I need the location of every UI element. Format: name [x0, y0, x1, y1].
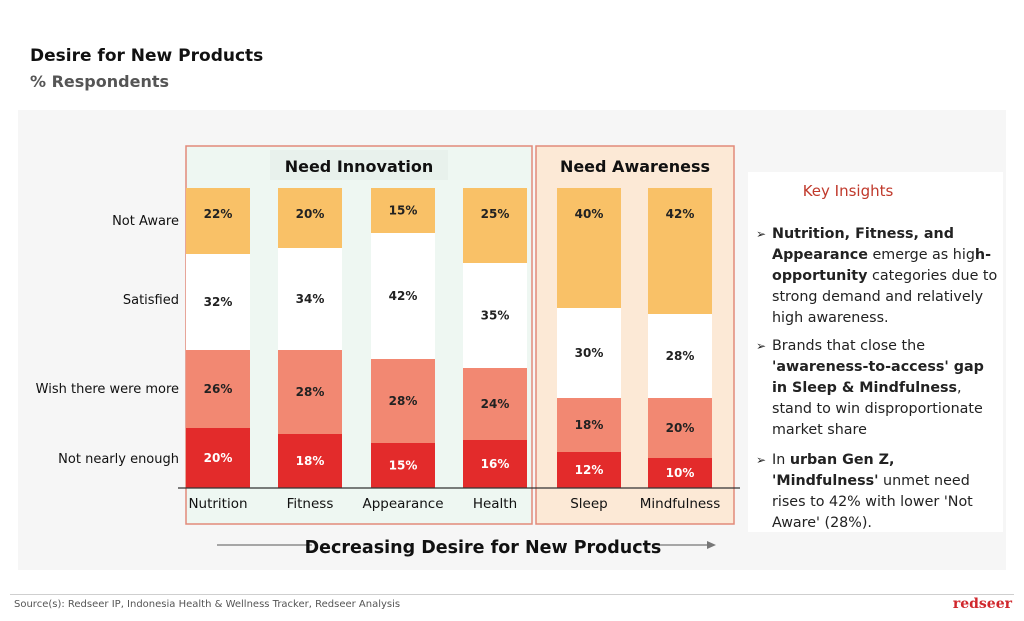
data-label: 20%: [204, 451, 233, 465]
bar-segment: [557, 308, 621, 398]
bar-segment: [186, 428, 250, 488]
bar-segment: [278, 350, 342, 434]
data-label: 20%: [296, 207, 325, 221]
x-axis-title: Decreasing Desire for New Products: [305, 538, 662, 558]
group-label: Need Innovation: [285, 157, 434, 176]
bar-segment: [557, 398, 621, 452]
x-tick-label: Nutrition: [188, 496, 247, 512]
key-insights-panel: Key Insights ➢ Nutrition, Fitness, and Ap…: [748, 172, 1003, 532]
data-label: 34%: [296, 292, 325, 306]
data-label: 10%: [666, 466, 695, 480]
bar-segment: [648, 458, 712, 488]
legend-row-label: Not Aware: [112, 214, 179, 229]
bar-segment: [463, 263, 527, 368]
bar-segment: [371, 443, 435, 488]
axis-arrowhead: [707, 541, 716, 549]
insight-text: In urban Gen Z, 'Mindfulness' unmet need…: [758, 450, 998, 534]
x-tick-label: Health: [473, 496, 517, 512]
footer-divider: [10, 594, 1014, 595]
data-label: 15%: [389, 204, 418, 218]
insight-text-part: emerge as hig: [867, 247, 975, 263]
legend-row-label: Wish there were more: [36, 382, 179, 397]
x-tick-label: Appearance: [362, 496, 443, 512]
bar-segment: [648, 398, 712, 458]
data-label: 22%: [204, 207, 233, 221]
source-note: Source(s): Redseer IP, Indonesia Health …: [14, 599, 401, 610]
chart-title: Desire for New Products: [30, 46, 264, 66]
insight-text-part: urban Gen Z, 'Mindfulness': [772, 452, 895, 489]
data-label: 28%: [296, 385, 325, 399]
bullet-arrow-icon: ➢: [756, 453, 767, 467]
legend-row-label: Not nearly enough: [58, 452, 179, 467]
insight-text-part: In: [772, 452, 790, 468]
group-label: Need Awareness: [560, 157, 710, 176]
data-label: 26%: [204, 382, 233, 396]
x-tick-label: Fitness: [287, 496, 334, 512]
data-label: 42%: [389, 289, 418, 303]
insight-item: ➢ Brands that close the 'awareness-to-acc…: [756, 336, 998, 441]
bullet-arrow-icon: ➢: [756, 227, 767, 241]
data-label: 30%: [575, 346, 604, 360]
insight-text: Nutrition, Fitness, and Appearance emerg…: [758, 224, 998, 329]
insight-text-part: Brands that close the: [772, 338, 925, 354]
data-label: 24%: [481, 397, 510, 411]
data-label: 28%: [389, 394, 418, 408]
x-tick-label: Sleep: [570, 496, 608, 512]
bar-segment: [278, 434, 342, 488]
data-label: 25%: [481, 207, 510, 221]
bar-segment: [463, 440, 527, 488]
data-label: 42%: [666, 207, 695, 221]
bar-segment: [371, 233, 435, 359]
insight-text-part: , stand to win disproportionate market s…: [772, 380, 983, 438]
data-label: 28%: [666, 349, 695, 363]
legend-row-label: Satisfied: [123, 293, 179, 308]
bar-segment: [463, 368, 527, 440]
bar-segment: [557, 188, 621, 308]
data-label: 18%: [575, 418, 604, 432]
key-insights-title: Key Insights: [802, 182, 894, 200]
bar-segment: [278, 248, 342, 350]
insight-text: Brands that close the 'awareness-to-acce…: [758, 336, 998, 441]
data-label: 32%: [204, 295, 233, 309]
bullet-arrow-icon: ➢: [756, 339, 767, 353]
bar-segment: [186, 254, 250, 350]
insight-text-part: unmet need rises to 42% with lower 'Not …: [772, 473, 973, 531]
data-label: 35%: [481, 309, 510, 323]
bar-segment: [371, 188, 435, 233]
bar-segment: [648, 188, 712, 314]
group-header-bg: [270, 150, 448, 180]
data-label: 12%: [575, 463, 604, 477]
insight-item: ➢ In urban Gen Z, 'Mindfulness' unmet nee…: [756, 450, 998, 534]
data-label: 40%: [575, 207, 604, 221]
data-label: 16%: [481, 457, 510, 471]
data-label: 18%: [296, 454, 325, 468]
insight-text-part: Nutrition, Fitness, and Appearance: [772, 226, 954, 263]
bar-segment: [186, 350, 250, 428]
bar-segment: [463, 188, 527, 263]
bar-segment: [371, 359, 435, 443]
insight-text-part: h-opportunity: [772, 247, 992, 284]
insight-text-part: 'awareness-to-access' gap in Sleep & Min…: [772, 359, 984, 396]
bar-segment: [278, 188, 342, 248]
bar-segment: [186, 188, 250, 254]
group-header-bg: [540, 150, 730, 180]
bar-segment: [557, 452, 621, 488]
chart-subtitle: % Respondents: [30, 72, 169, 91]
insight-text-part: categories due to strong demand and rela…: [772, 268, 998, 326]
data-label: 20%: [666, 421, 695, 435]
insight-item: ➢ Nutrition, Fitness, and Appearance emer…: [756, 224, 998, 329]
x-tick-label: Mindfulness: [640, 496, 721, 512]
brand-logo: redseer: [952, 596, 1012, 612]
bar-segment: [648, 314, 712, 398]
data-label: 15%: [389, 459, 418, 473]
